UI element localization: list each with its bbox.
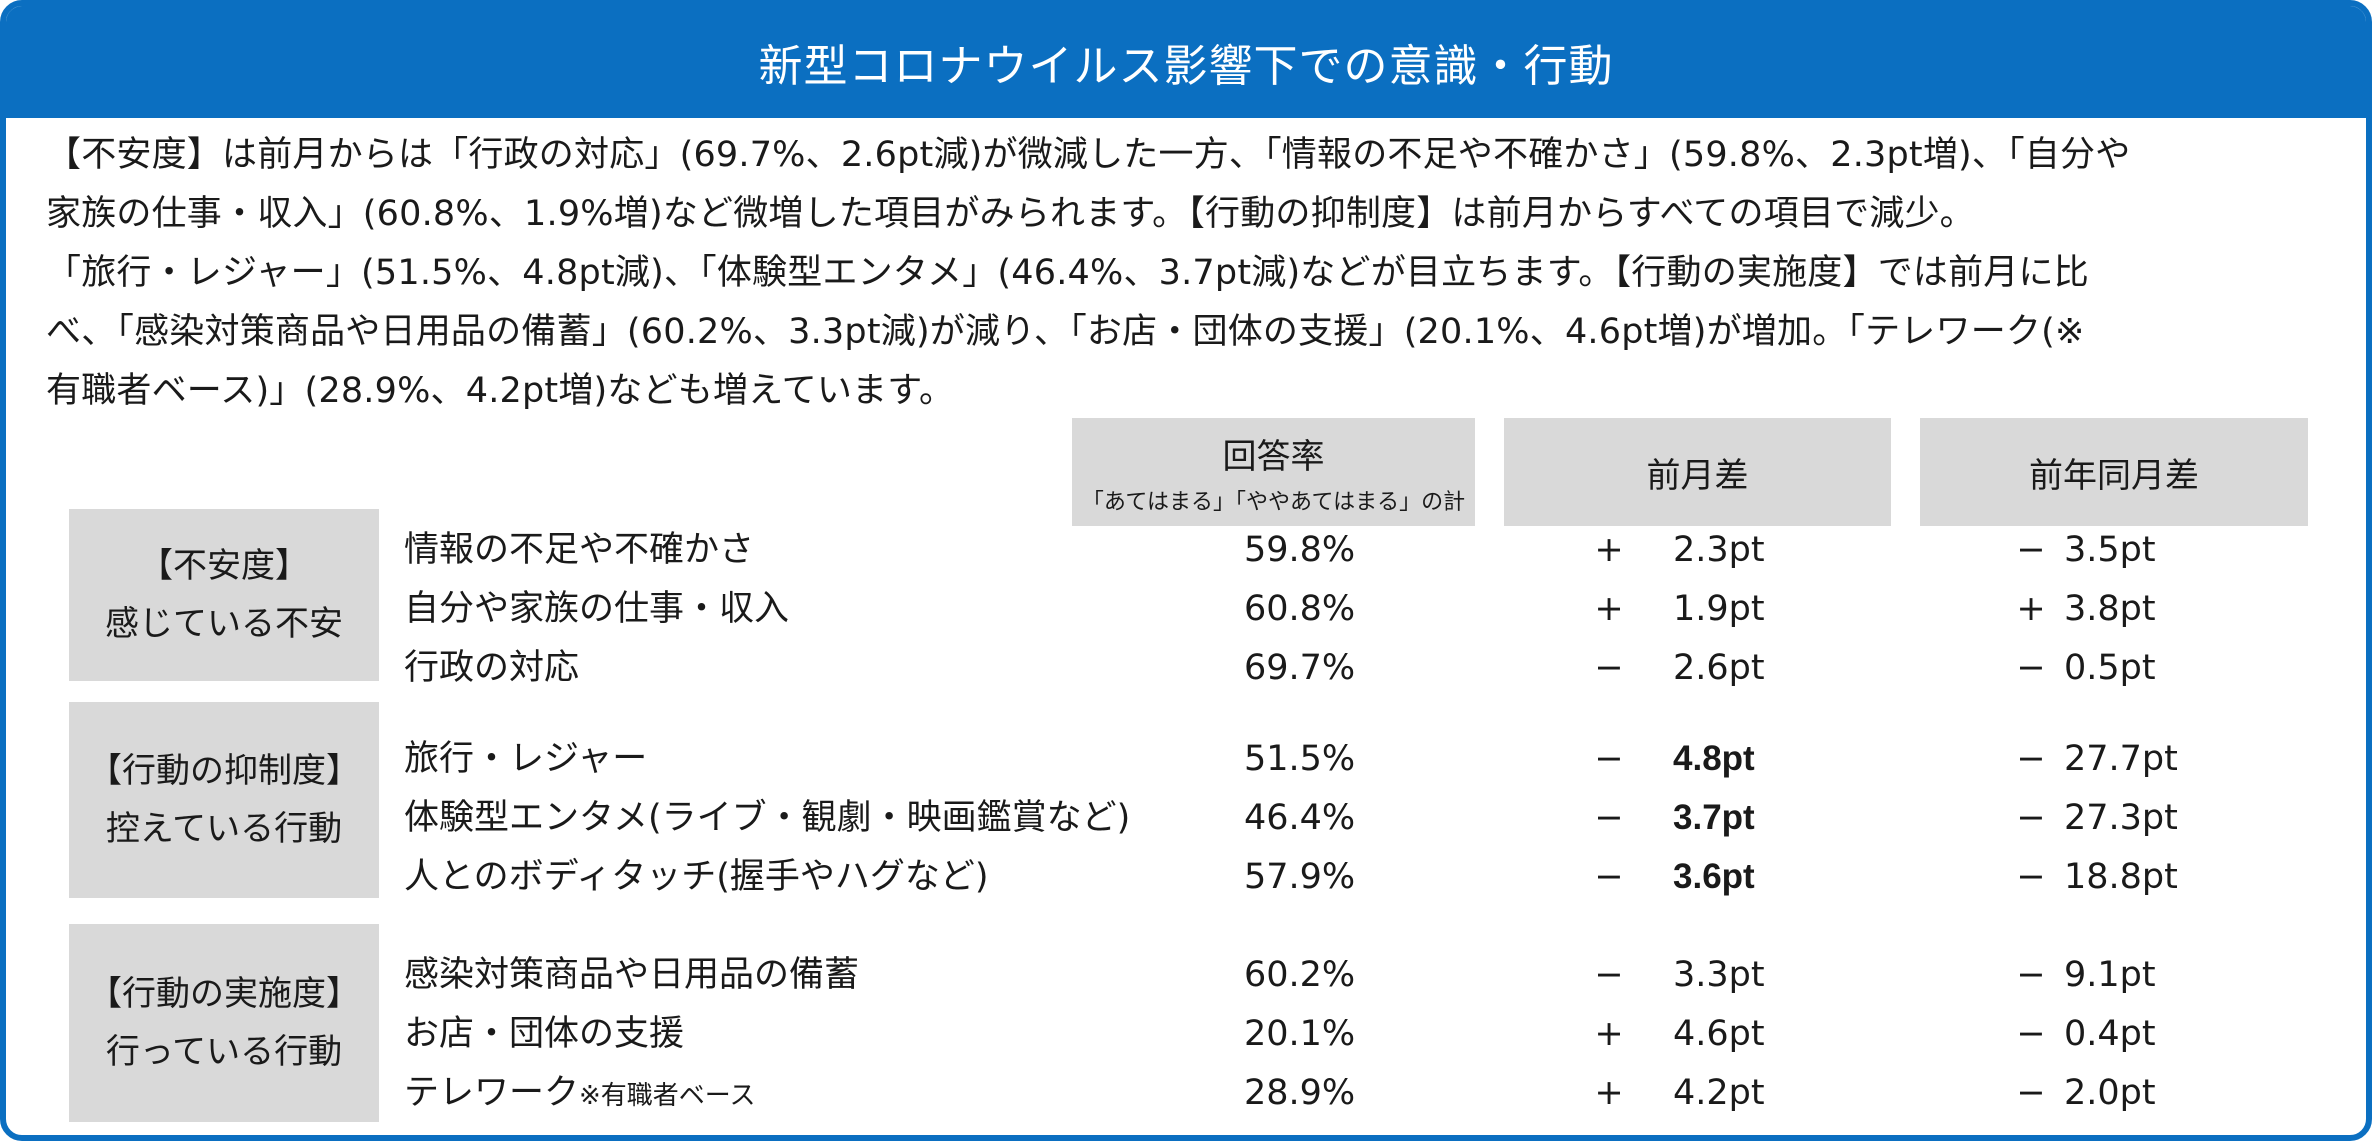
mom-value: 4.6pt <box>1673 1014 1765 1054</box>
yoy-value: 27.3pt <box>2064 798 2178 838</box>
table-row: テレワーク※有職者ベース 28.9% + 4.2pt − 2.0pt <box>6 1064 2366 1122</box>
yoy-value: 0.4pt <box>2064 1014 2156 1054</box>
mom-sign: − <box>1594 739 1624 779</box>
column-header-mom-label: 前月差 <box>1646 455 1749 496</box>
item-label: テレワーク※有職者ベース <box>404 1064 756 1125</box>
item-label-text: テレワーク <box>404 1073 580 1113</box>
category-action: 【行動の実施度】 行っている行動 <box>69 924 379 1122</box>
item-label: お店・団体の支援 <box>404 1014 685 1054</box>
item-label: 行政の対応 <box>404 648 580 688</box>
yoy-value: 2.0pt <box>2064 1073 2156 1113</box>
yoy-sign: − <box>2016 1073 2046 1113</box>
mom-value: 3.6pt <box>1673 857 1755 896</box>
rate-value: 46.4% <box>1244 798 1356 838</box>
yoy-value: 0.5pt <box>2064 648 2156 688</box>
category-anxiety: 【不安度】 感じている不安 <box>69 509 379 681</box>
mom-sign: + <box>1594 589 1624 629</box>
mom-value: 2.3pt <box>1673 530 1765 570</box>
column-header-yoy: 前年同月差 <box>1920 418 2308 526</box>
yoy-sign: + <box>2016 589 2046 629</box>
table-row: 人とのボディタッチ(握手やハグなど) 57.9% − 3.6pt − 18.8p… <box>6 848 2366 906</box>
column-header-rate-label: 回答率 <box>1222 436 1325 477</box>
mom-sign: + <box>1594 530 1624 570</box>
rate-value: 28.9% <box>1244 1073 1356 1113</box>
mom-sign: − <box>1594 648 1624 688</box>
rate-value: 59.8% <box>1244 530 1356 570</box>
table-row: 情報の不足や不確かさ 59.8% + 2.3pt − 3.5pt <box>6 521 2366 579</box>
column-header-rate: 回答率 「あてはまる」「ややあてはまる」の計 <box>1072 418 1475 526</box>
mom-value: 1.9pt <box>1673 589 1765 629</box>
mom-value: 3.3pt <box>1673 955 1765 995</box>
item-label: 体験型エンタメ(ライブ・観劇・映画鑑賞など) <box>404 798 1131 838</box>
mom-sign: − <box>1594 798 1624 838</box>
mom-value: 2.6pt <box>1673 648 1765 688</box>
summary-text: 【不安度】は前月からは「行政の対応」(69.7%、2.6pt減)が微減した一方、… <box>46 135 2131 411</box>
rate-value: 60.8% <box>1244 589 1356 629</box>
yoy-sign: − <box>2016 857 2046 897</box>
yoy-sign: − <box>2016 648 2046 688</box>
table-row: 行政の対応 69.7% − 2.6pt − 0.5pt <box>6 639 2366 697</box>
category-anxiety-name: 【不安度】 <box>139 546 309 586</box>
table-row: 自分や家族の仕事・収入 60.8% + 1.9pt + 3.8pt <box>6 580 2366 638</box>
yoy-value: 27.7pt <box>2064 739 2178 779</box>
yoy-value: 3.8pt <box>2064 589 2156 629</box>
mom-sign: − <box>1594 857 1624 897</box>
category-restraint-name: 【行動の抑制度】 <box>88 751 360 791</box>
table-row: 感染対策商品や日用品の備蓄 60.2% − 3.3pt − 9.1pt <box>6 946 2366 1004</box>
mom-sign: + <box>1594 1073 1624 1113</box>
category-anxiety-desc: 感じている不安 <box>105 604 343 644</box>
mom-sign: − <box>1594 955 1624 995</box>
item-label: 情報の不足や不確かさ <box>404 530 755 570</box>
yoy-sign: − <box>2016 530 2046 570</box>
column-header-mom: 前月差 <box>1504 418 1891 526</box>
column-header-rate-sub: 「あてはまる」「ややあてはまる」の計 <box>1081 489 1466 515</box>
category-restraint: 【行動の抑制度】 控えている行動 <box>69 702 379 898</box>
rate-value: 57.9% <box>1244 857 1356 897</box>
mom-sign: + <box>1594 1014 1624 1054</box>
item-label: 旅行・レジャー <box>404 739 648 779</box>
rate-value: 51.5% <box>1244 739 1356 779</box>
column-header-yoy-label: 前年同月差 <box>2029 455 2199 496</box>
item-label: 自分や家族の仕事・収入 <box>404 589 790 629</box>
yoy-value: 3.5pt <box>2064 530 2156 570</box>
rate-value: 69.7% <box>1244 648 1356 688</box>
category-restraint-desc: 控えている行動 <box>105 809 343 849</box>
page-title: 新型コロナウイルス影響下での意識・行動 <box>6 6 2366 118</box>
category-action-name: 【行動の実施度】 <box>88 974 360 1014</box>
table-row: お店・団体の支援 20.1% + 4.6pt − 0.4pt <box>6 1005 2366 1063</box>
yoy-sign: − <box>2016 739 2046 779</box>
category-action-desc: 行っている行動 <box>105 1032 343 1072</box>
item-label: 感染対策商品や日用品の備蓄 <box>404 955 860 995</box>
yoy-sign: − <box>2016 955 2046 995</box>
yoy-value: 9.1pt <box>2064 955 2156 995</box>
table-row: 旅行・レジャー 51.5% − 4.8pt − 27.7pt <box>6 730 2366 788</box>
rate-value: 60.2% <box>1244 955 1356 995</box>
yoy-value: 18.8pt <box>2064 857 2178 897</box>
item-label: 人とのボディタッチ(握手やハグなど) <box>404 857 989 897</box>
table-row: 体験型エンタメ(ライブ・観劇・映画鑑賞など) 46.4% − 3.7pt − 2… <box>6 789 2366 847</box>
mom-value: 4.8pt <box>1673 739 1755 778</box>
mom-value: 3.7pt <box>1673 798 1755 837</box>
item-label-note: ※有職者ベース <box>579 1081 756 1111</box>
mom-value: 4.2pt <box>1673 1073 1765 1113</box>
yoy-sign: − <box>2016 1014 2046 1054</box>
yoy-sign: − <box>2016 798 2046 838</box>
rate-value: 20.1% <box>1244 1014 1356 1054</box>
